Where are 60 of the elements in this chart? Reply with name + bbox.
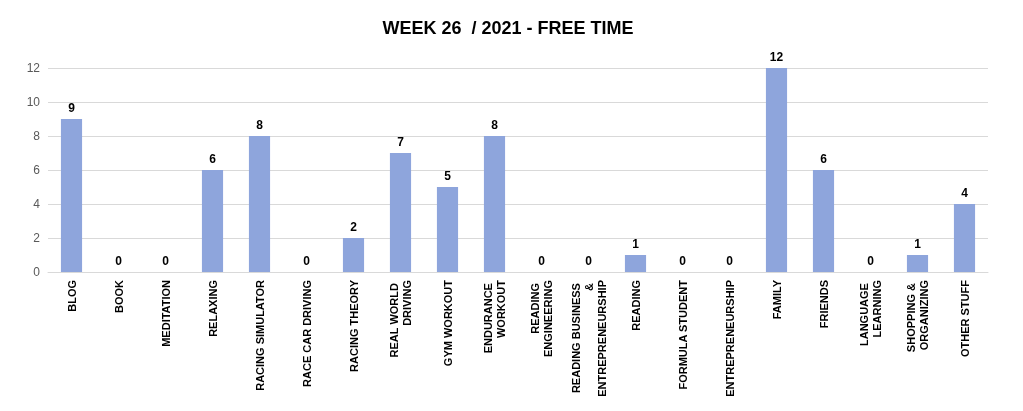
data-label: 5: [444, 169, 452, 183]
chart-title: WEEK 26 / 2021 - FREE TIME: [382, 18, 634, 38]
bar: [436, 187, 459, 272]
bar: [812, 170, 835, 272]
data-label: 1: [632, 237, 640, 251]
y-tick-label: 10: [26, 95, 41, 109]
bar: [624, 255, 647, 272]
y-tick-label: 2: [33, 231, 41, 245]
x-tick-label: BOOK: [112, 279, 125, 313]
data-label: 0: [679, 254, 687, 268]
bar: [906, 255, 929, 272]
bar: [248, 136, 271, 272]
x-tick-label: RACE CAR DRIVING: [300, 280, 313, 387]
data-label: 4: [961, 186, 969, 200]
data-label: 0: [867, 254, 875, 268]
x-tick-label: RACING SIMULATOR: [253, 279, 266, 391]
data-label: 0: [726, 254, 734, 268]
x-tick-label: BLOG: [65, 280, 78, 312]
data-label: 8: [491, 118, 499, 132]
bar: [483, 136, 506, 272]
y-tick-label: 6: [33, 163, 41, 177]
y-tick-label: 4: [33, 197, 41, 211]
y-tick-label: 8: [33, 129, 41, 143]
x-tick-label: READING BUSINESS & ENTREPRENEURSHIP: [569, 280, 608, 397]
x-tick-label: ENDURANCE WORKOUT: [482, 279, 507, 354]
x-tick-label: ENTREPRENEURSHIP: [723, 280, 736, 397]
x-tick-label: SHOPPING & ORGANIZING: [905, 280, 930, 353]
x-tick-label: FORMULA STUDENT: [676, 279, 689, 390]
x-tick-label: RELAXING: [206, 280, 219, 337]
bar: [342, 238, 365, 272]
data-label: 12: [769, 50, 784, 64]
x-tick-label: MEDITATION: [159, 279, 172, 347]
x-tick-label: READING: [629, 280, 642, 331]
x-tick-label: FAMILY: [770, 279, 783, 320]
data-label: 0: [585, 254, 593, 268]
data-label: 6: [820, 152, 828, 166]
x-tick-label: READING ENGINEERING: [529, 280, 554, 358]
data-label: 8: [256, 118, 264, 132]
y-tick-label: 0: [33, 265, 41, 279]
x-tick-label: REAL WORLD DRIVING: [388, 280, 413, 358]
bar: [389, 153, 412, 272]
data-label: 9: [68, 101, 76, 115]
x-tick-label: FRIENDS: [817, 280, 830, 329]
data-label: 0: [538, 254, 546, 268]
data-label: 0: [162, 254, 170, 268]
y-tick-label: 12: [26, 61, 41, 75]
bar: [60, 119, 83, 272]
bar: [953, 204, 976, 272]
bar: [765, 68, 788, 272]
bar: [201, 170, 224, 272]
data-label: 6: [209, 152, 217, 166]
x-tick-label: OTHER STUFF: [958, 279, 971, 357]
data-label: 0: [115, 254, 123, 268]
data-label: 7: [397, 135, 405, 149]
data-label: 0: [303, 254, 311, 268]
data-label: 1: [914, 237, 922, 251]
x-tick-label: GYM WORKOUT: [441, 279, 454, 367]
x-tick-label: RACING THEORY: [347, 279, 360, 372]
data-label: 2: [350, 220, 358, 234]
x-tick-label: LANGUAGE LEARNING: [858, 280, 883, 346]
